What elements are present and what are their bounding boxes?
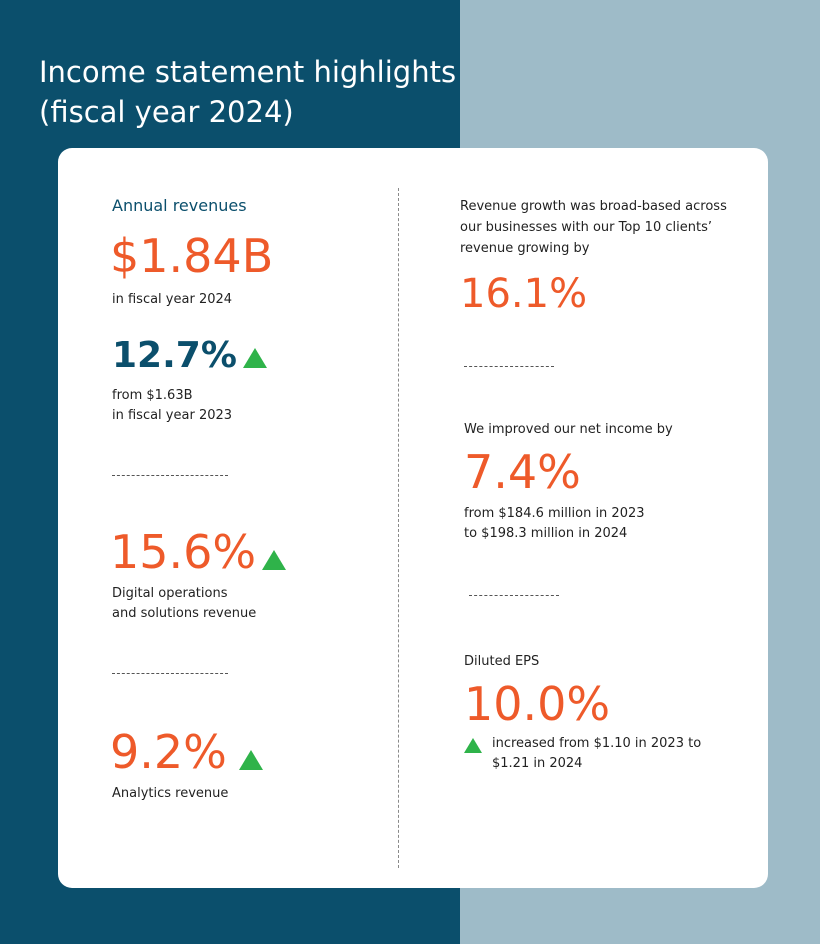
separator: [469, 595, 559, 596]
net-income-label: We improved our net income by: [464, 422, 673, 437]
eps-note-line-2: $1.21 in 2024: [492, 756, 583, 771]
top10-text-line-2: our businesses with our Top 10 clients’: [460, 220, 712, 235]
growth-value: 12.7%: [112, 335, 237, 376]
page-title: Income statement highlights (fiscal year…: [39, 52, 459, 132]
top10-text-line-1: Revenue growth was broad-based across: [460, 199, 727, 214]
top10-text: Revenue growth was broad-based across ou…: [460, 196, 727, 259]
eps-value: 10.0%: [464, 677, 611, 731]
growth-metric: 12.7%: [112, 336, 267, 376]
eps-note: increased from $1.10 in 2023 to $1.21 in…: [492, 734, 701, 774]
eps-label: Diluted EPS: [464, 654, 540, 669]
net-income-note-line-2: to $198.3 million in 2024: [464, 526, 628, 541]
analytics-note: Analytics revenue: [112, 786, 229, 801]
analytics-metric: 9.2%: [110, 726, 263, 778]
digital-metric: 15.6%: [110, 525, 287, 579]
digital-note: Digital operations and solutions revenue: [112, 584, 256, 624]
up-triangle-icon: [464, 738, 482, 753]
title-line-2: (fiscal year 2024): [39, 95, 294, 129]
eps-note-line-1: increased from $1.10 in 2023 to: [492, 736, 702, 751]
up-triangle-icon: [242, 348, 267, 368]
annual-revenues-value: $1.84B: [110, 229, 274, 283]
top10-text-line-3: revenue growing by: [460, 241, 590, 256]
growth-note: from $1.63B in fiscal year 2023: [112, 386, 232, 426]
net-income-value: 7.4%: [464, 445, 581, 499]
highlights-card: Annual revenues $1.84B in fiscal year 20…: [58, 148, 768, 888]
separator: [464, 366, 554, 367]
annual-revenues-note: in fiscal year 2024: [112, 292, 233, 307]
separator: [112, 475, 228, 476]
net-income-note-line-1: from $184.6 million in 2023: [464, 506, 645, 521]
eps-note-row: increased from $1.10 in 2023 to $1.21 in…: [464, 734, 701, 774]
annual-revenues-label: Annual revenues: [112, 196, 247, 215]
growth-note-line-2: in fiscal year 2023: [112, 408, 233, 423]
digital-value: 15.6%: [110, 525, 257, 579]
up-triangle-icon: [262, 550, 287, 570]
net-income-note: from $184.6 million in 2023 to $198.3 mi…: [464, 504, 645, 544]
growth-note-line-1: from $1.63B: [112, 388, 193, 403]
top10-value: 16.1%: [460, 271, 588, 317]
column-divider: [398, 188, 399, 868]
analytics-value: 9.2%: [110, 725, 227, 779]
digital-note-line-1: Digital operations: [112, 586, 228, 601]
up-triangle-icon: [238, 750, 263, 770]
title-line-1: Income statement highlights: [39, 55, 457, 89]
digital-note-line-2: and solutions revenue: [112, 606, 257, 621]
separator: [112, 673, 228, 674]
